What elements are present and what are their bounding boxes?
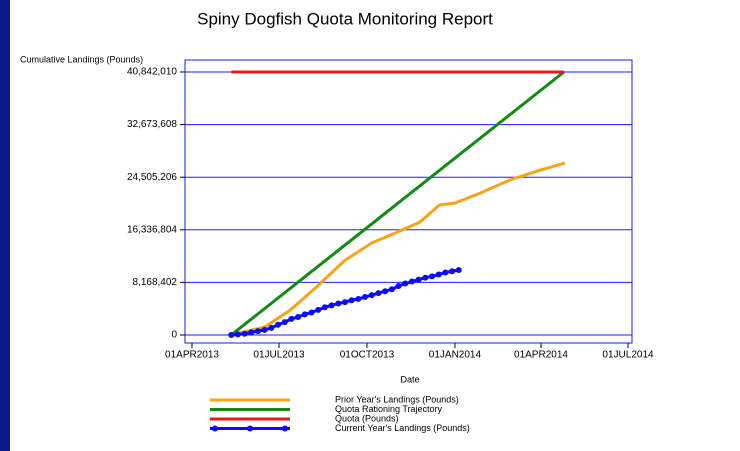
series-marker [362,294,369,301]
y-axis-label: Cumulative Landings (Pounds) [20,54,143,64]
series-marker [415,276,422,283]
y-tick-label: 16,336,804 [127,224,177,235]
chart-title: Spiny Dogfish Quota Monitoring Report [197,9,493,28]
series-marker [228,332,235,338]
series-marker [234,331,241,338]
series-line [230,70,565,337]
x-tick-label: 01APR2013 [165,350,219,361]
series-marker [315,306,322,313]
y-tick-label: 0 [171,330,177,341]
series-marker [281,319,288,326]
series-marker [449,268,456,275]
series-marker [248,329,255,336]
legend-label: Current Year's Landings (Pounds) [335,423,470,433]
series-marker [395,283,402,290]
x-tick-label: 01JUL2013 [253,350,305,361]
y-tick-label: 40,842,010 [127,67,177,78]
x-tick-label: 01JUL2014 [602,350,654,361]
series-marker [268,324,275,331]
side-bar [0,0,10,451]
series-marker [442,269,449,276]
series-marker [408,278,415,285]
x-tick-label: 01JAN2014 [429,350,482,361]
series-marker [328,302,335,309]
series-marker [382,288,389,295]
y-tick-label: 24,505,206 [127,172,177,183]
series-marker [355,295,362,302]
legend-marker [282,425,288,432]
series-marker [435,271,442,278]
series-marker [348,297,355,304]
series-marker [261,326,268,333]
series-marker [308,309,315,316]
series-marker [335,300,342,307]
legend-marker [247,425,253,432]
series-marker [455,266,462,273]
y-tick-label: 8,168,402 [133,277,178,288]
series-marker [402,280,409,287]
series-marker [341,299,348,306]
x-tick-label: 01OCT2013 [340,350,395,361]
series-marker [295,313,302,320]
x-tick-label: 01APR2014 [514,350,568,361]
legend-label: Prior Year's Landings (Pounds) [335,394,459,404]
series-marker [254,328,261,335]
series-marker [321,304,328,311]
legend-label: Quota (Pounds) [335,413,399,423]
series-marker [241,330,248,337]
series-marker [288,315,295,322]
y-tick-label: 32,673,608 [127,119,177,130]
series-marker [275,321,282,328]
plot-frame [184,59,633,344]
series-line [230,161,566,337]
series-marker [422,274,429,281]
x-axis-label: Date [400,374,419,384]
series-marker [301,311,308,318]
series-marker [368,292,375,299]
series-marker [428,273,435,280]
legend-label: Quota Rationing Trajectory [335,404,443,414]
series-marker [388,286,395,293]
legend-marker [212,425,218,432]
series-marker [375,290,382,297]
